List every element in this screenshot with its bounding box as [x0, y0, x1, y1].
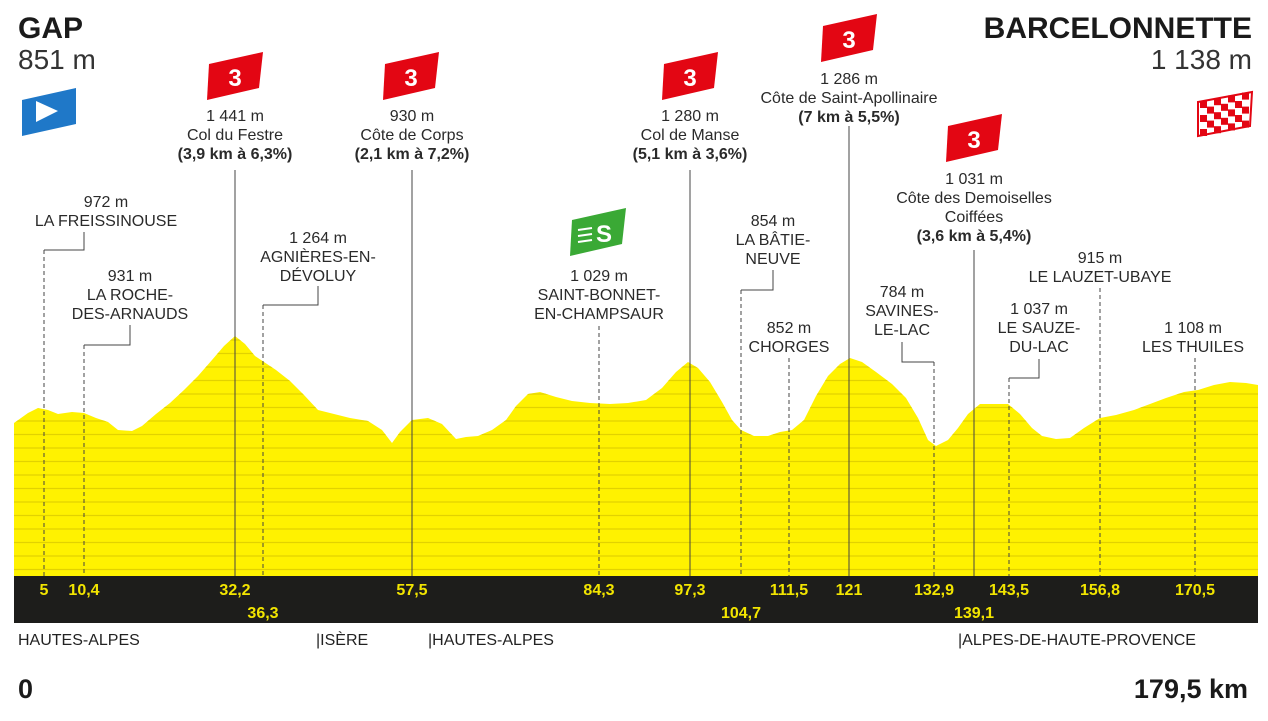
- place-label-le-sauze-du-lac: 1 037 m LE SAUZE- DU-LAC: [997, 301, 1081, 356]
- category-3-climb-icon: 3: [662, 52, 718, 100]
- km-marker: 32,2: [219, 582, 251, 599]
- start-altitude: 851 m: [18, 44, 96, 75]
- intermediate-sprint-icon: S: [570, 208, 626, 256]
- checker-square: [1200, 101, 1207, 108]
- checker-square: [1221, 103, 1228, 111]
- category-3-climb-icon: 3: [821, 14, 877, 62]
- place-label-la-freissinouse: 972 m LA FREISSINOUSE: [34, 194, 178, 230]
- km-marker: 97,3: [674, 582, 706, 599]
- distance-total: 179,5 km: [1133, 674, 1248, 704]
- checker-square: [1214, 112, 1221, 120]
- start-flag-icon: [22, 88, 76, 136]
- start-town-name: GAP: [18, 12, 84, 45]
- svg-text:3: 3: [228, 65, 241, 92]
- place-label-la-batie-neuve: 854 m LA BÂTIE- NEUVE: [735, 213, 811, 268]
- category-3-climb-icon: 3: [946, 114, 1002, 162]
- km-marker: 170,5: [1174, 582, 1216, 599]
- km-marker: 57,5: [396, 582, 428, 599]
- km-marker: 121: [835, 582, 863, 599]
- checker-square: [1228, 95, 1235, 103]
- checker-square: [1242, 120, 1249, 128]
- checker-square: [1221, 117, 1228, 125]
- km-marker: 5: [39, 582, 49, 599]
- place-label-chorges: 852 m CHORGES: [748, 320, 830, 356]
- km-marker: 104,7: [720, 605, 762, 622]
- region-label-alpes-de-haute-provence: |ALPES-DE-HAUTE-PROVENCE: [958, 632, 1196, 649]
- place-label-savines-le-lac: 784 m SAVINES- LE-LAC: [865, 284, 939, 339]
- leader-lines: [43, 126, 1196, 576]
- checker-square: [1207, 120, 1214, 128]
- checker-square: [1228, 123, 1235, 131]
- profile-area: [14, 336, 1258, 576]
- region-label-hautes-alpes: HAUTES-ALPES: [18, 632, 140, 649]
- svg-text:3: 3: [842, 27, 855, 54]
- checker-square: [1200, 115, 1207, 122]
- climb-label-saint-apollinaire: 1 286 m Côte de Saint-Apollinaire (7 km à …: [760, 71, 938, 126]
- category-3-climb-icon: 3: [383, 52, 439, 100]
- place-label-le-lauzet-ubaye: 915 m LE LAUZET-UBAYE: [1028, 250, 1172, 286]
- km-marker: 84,3: [583, 582, 615, 599]
- checker-square: [1200, 129, 1207, 136]
- leader-elbow: [263, 286, 319, 306]
- checker-square: [1214, 98, 1221, 106]
- km-marker: 10,4: [68, 582, 100, 599]
- place-label-la-roche-des-arnauds: 931 m LA ROCHE- DES-ARNAUDS: [71, 268, 189, 323]
- region-label-isere: |ISÈRE: [316, 632, 369, 649]
- checker-square: [1228, 109, 1235, 117]
- leader-elbow: [741, 270, 774, 291]
- checker-square: [1242, 92, 1249, 100]
- svg-text:3: 3: [404, 65, 417, 92]
- checker-square: [1242, 106, 1249, 114]
- leader-elbow: [44, 232, 85, 251]
- checker-square: [1235, 115, 1242, 122]
- climb-label-demoiselles-coiffees: 1 031 m Côte des Demoiselles Coiffées (3,6 …: [896, 171, 1052, 245]
- place-label-les-thuiles: 1 108 m LES THUILES: [1142, 320, 1244, 356]
- km-marker: 139,1: [953, 605, 995, 622]
- category-3-climb-icon: 3: [207, 52, 263, 100]
- km-marker: 156,8: [1079, 582, 1121, 599]
- distance-start: 0: [18, 674, 34, 704]
- finish-checkered-flag-icon: [1197, 90, 1254, 138]
- km-marker: 36,3: [247, 605, 279, 622]
- checker-square: [1207, 106, 1214, 114]
- sprint-label-saint-bonnet: 1 029 m SAINT-BONNET- EN-CHAMPSAUR: [534, 268, 664, 323]
- leader-elbow: [1009, 359, 1040, 379]
- km-marker: 132,9: [913, 582, 955, 599]
- climb-label-col-du-festre: 1 441 m Col du Festre (3,9 km à 6,3%): [177, 108, 293, 163]
- climb-label-col-de-manse: 1 280 m Col de Manse (5,1 km à 3,6%): [632, 108, 748, 163]
- svg-text:3: 3: [967, 127, 980, 154]
- region-label-hautes-alpes-2: |HAUTES-ALPES: [428, 632, 554, 649]
- km-marker: 143,5: [988, 582, 1030, 599]
- leader-elbow: [901, 342, 934, 363]
- finish-altitude: 1 138 m: [1150, 44, 1252, 75]
- svg-text:3: 3: [683, 65, 696, 92]
- finish-town-name: BARCELONNETTE: [983, 12, 1252, 45]
- place-label-agnieres-en-devoluy: 1 264 m AGNIÈRES-EN- DÉVOLUY: [260, 230, 376, 285]
- checker-square: [1214, 126, 1221, 134]
- km-bar: [14, 576, 1258, 623]
- km-marker: 111,5: [769, 582, 809, 599]
- climb-label-cote-de-corps: 930 m Côte de Corps (2,1 km à 7,2%): [354, 108, 470, 163]
- profile-stripes: [14, 339, 1258, 571]
- checker-square: [1235, 101, 1242, 108]
- leader-elbow: [84, 325, 131, 346]
- svg-text:S: S: [596, 221, 612, 248]
